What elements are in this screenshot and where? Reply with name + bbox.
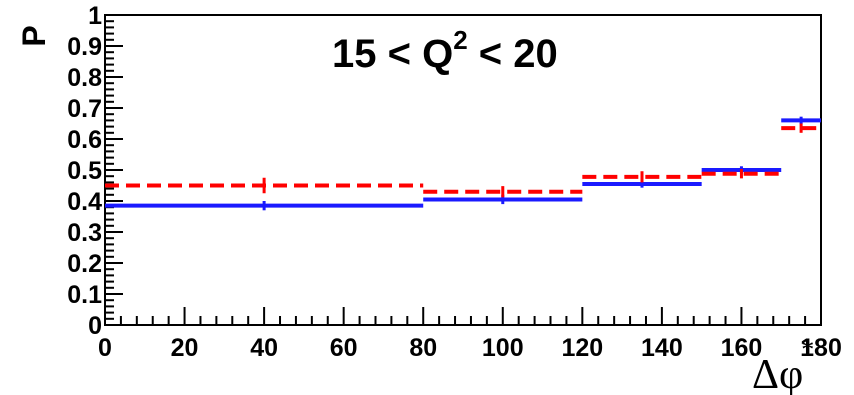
series-layer — [105, 116, 821, 211]
x-tick-label: 100 — [482, 334, 524, 362]
y-tick-label: 0.2 — [67, 250, 102, 278]
y-tick-label: 0.3 — [67, 219, 102, 247]
x-tick-label: 0 — [98, 334, 112, 362]
x-axis-title-superscript: * — [801, 335, 814, 364]
x-tick-label: 40 — [250, 334, 278, 362]
title-suffix: < 20 — [468, 32, 558, 76]
series-dashed — [105, 123, 821, 198]
y-tick-label: 0.5 — [67, 157, 102, 185]
x-tick-label: 80 — [409, 334, 437, 362]
y-tick-label: 0.6 — [67, 126, 102, 154]
y-axis-ticks: 0 0.1 0.2 0.3 0.4 0.5 0.6 0.7 0.8 0.9 1 — [67, 2, 123, 340]
title-prefix: 15 < Q — [332, 32, 453, 76]
x-tick-label: 20 — [171, 334, 199, 362]
y-tick-label: 0.9 — [67, 33, 102, 61]
x-tick-label: 140 — [641, 334, 683, 362]
title-superscript: 2 — [453, 25, 467, 55]
x-tick-label: 120 — [561, 334, 603, 362]
x-tick-label: 60 — [330, 334, 358, 362]
y-tick-label: 0 — [88, 312, 102, 340]
y-tick-label: 0.7 — [67, 95, 102, 123]
x-tick-label: 180 — [800, 334, 842, 362]
x-axis-title: Δφ* — [752, 335, 814, 395]
series-solid — [105, 116, 821, 211]
x-axis-ticks: 0 20 40 60 80 100 120 140 160 180 — [98, 307, 842, 362]
x-tick-label: 160 — [721, 334, 763, 362]
y-tick-label: 0.8 — [67, 64, 102, 92]
y-tick-label: 1 — [88, 2, 102, 30]
y-tick-label: 0.1 — [67, 281, 102, 309]
y-axis-title: P — [16, 25, 52, 46]
y-tick-label: 0.4 — [67, 188, 102, 216]
x-axis-title-symbol: Δφ — [752, 352, 803, 395]
chart-title: 15 < Q2 < 20 — [332, 25, 558, 76]
